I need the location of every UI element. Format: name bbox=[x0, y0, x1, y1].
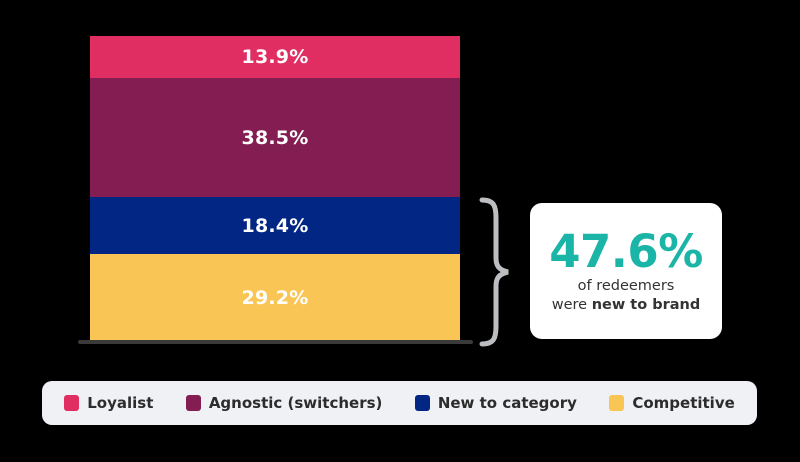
legend-label-agnostic: Agnostic (switchers) bbox=[208, 394, 383, 412]
segment-label-loyalist: 13.9% bbox=[241, 46, 309, 68]
curly-brace-icon bbox=[479, 197, 509, 347]
callout-box: 47.6% of redeemers were new to brand bbox=[530, 203, 722, 339]
legend-item-loyalist: Loyalist bbox=[64, 394, 153, 412]
legend: Loyalist Agnostic (switchers) New to cat… bbox=[42, 381, 757, 425]
legend-label-competitive: Competitive bbox=[632, 394, 735, 412]
callout-value: 47.6% bbox=[549, 225, 703, 278]
legend-label-loyalist: Loyalist bbox=[87, 394, 154, 412]
legend-swatch-new-to-category bbox=[414, 395, 430, 411]
callout-line-1: of redeemers bbox=[577, 278, 675, 294]
legend-label-new-to-category: New to category bbox=[437, 394, 577, 412]
callout-line-2-bold: new to brand bbox=[591, 297, 701, 313]
legend-item-competitive: Competitive bbox=[609, 394, 735, 412]
segment-label-agnostic: 38.5% bbox=[241, 126, 309, 149]
segment-label-new-to-category: 18.4% bbox=[241, 214, 309, 237]
legend-item-new-to-category: New to category bbox=[414, 394, 577, 412]
callout-line-2-prefix: were bbox=[551, 297, 592, 313]
callout-line-2: were new to brand bbox=[552, 296, 701, 315]
bar-segment-loyalist: 13.9% bbox=[90, 36, 460, 78]
bar-segment-agnostic: 38.5% bbox=[90, 78, 460, 197]
legend-swatch-loyalist bbox=[64, 395, 80, 411]
segment-label-competitive: 29.2% bbox=[241, 286, 309, 309]
legend-item-agnostic: Agnostic (switchers) bbox=[185, 394, 383, 412]
bar-segment-competitive: 29.2% bbox=[90, 254, 460, 341]
bar-segment-new-to-category: 18.4% bbox=[90, 197, 460, 254]
legend-swatch-competitive bbox=[609, 395, 625, 411]
stacked-bar: 13.9% 38.5% 18.4% 29.2% bbox=[90, 36, 460, 341]
legend-swatch-agnostic bbox=[185, 395, 201, 411]
chart-baseline bbox=[78, 340, 473, 344]
